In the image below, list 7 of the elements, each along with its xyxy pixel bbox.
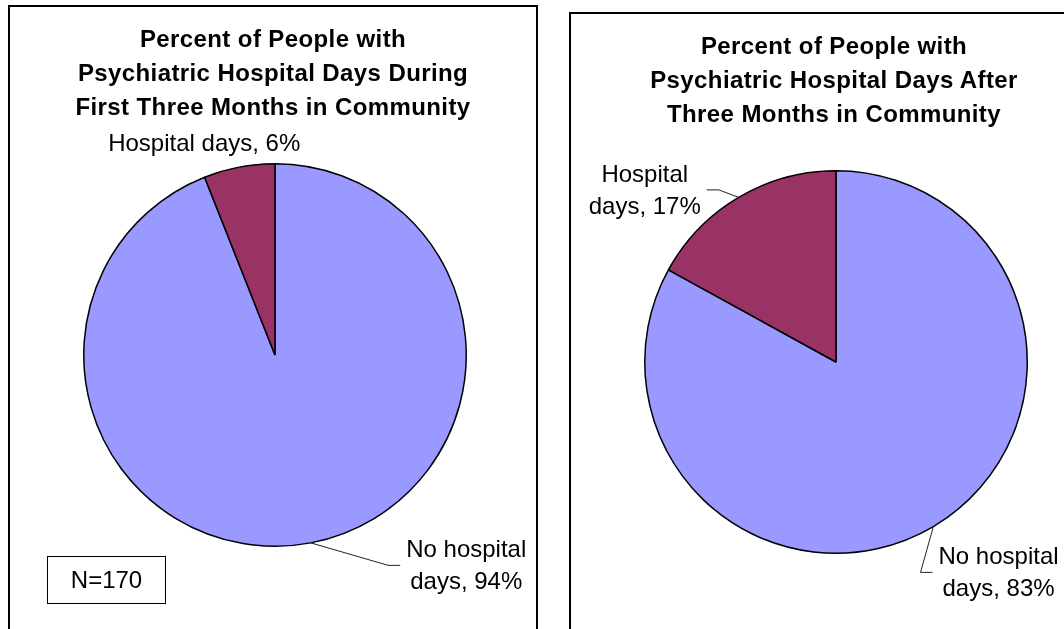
slice-label: Hospital days, 17% — [587, 158, 702, 221]
text: N=170 — [47, 556, 166, 604]
slice-label: Hospital days, 6% — [107, 127, 302, 158]
chart-title: Percent of People with Psychiatric Hospital Days During First Three Months in Community — [74, 24, 472, 122]
chart-title: Percent of People with Psychiatric Hospital Days After Three Months in Community — [649, 31, 1019, 129]
slice-label: No hospital days, 94% — [405, 534, 528, 597]
slice-label: No hospital days, 83% — [937, 541, 1060, 604]
